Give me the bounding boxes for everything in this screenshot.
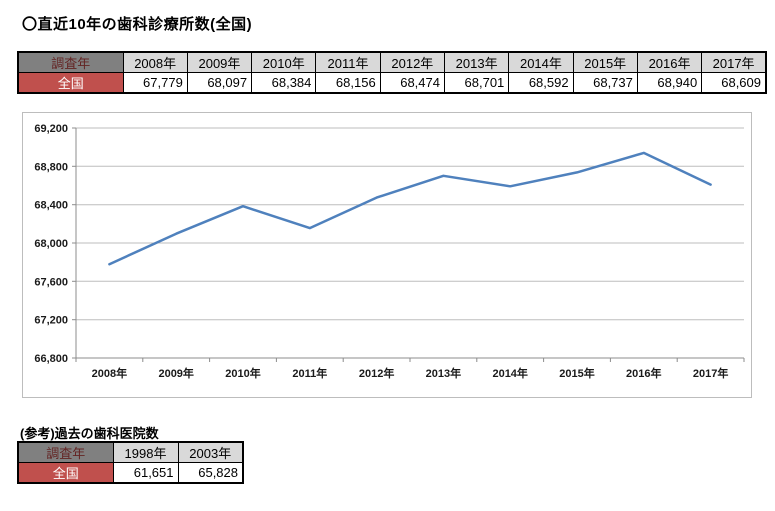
reference-label: (参考)過去の歯科医院数 xyxy=(20,426,159,441)
value-cell: 65,828 xyxy=(177,462,244,484)
reference-table-header-row: 調査年 1998年 2003年 xyxy=(17,441,244,463)
svg-text:2015年: 2015年 xyxy=(559,366,594,380)
year-header-cell: 2011年 xyxy=(315,51,381,73)
value-cell: 68,701 xyxy=(443,72,510,94)
value-cell: 68,384 xyxy=(251,72,317,94)
main-table-header-row: 調査年 2008年 2009年 2010年 2011年 2012年 2013年 2014年 20… xyxy=(17,51,767,73)
value-cell: 68,609 xyxy=(701,72,767,94)
chart-panel: 66,800 67,200 67,600 68,000 68,400 68,800 69,2… xyxy=(22,112,752,398)
year-header-cell: 2016年 xyxy=(636,51,703,73)
svg-text:69,200: 69,200 xyxy=(34,123,68,135)
year-header-cell: 2012年 xyxy=(379,51,445,73)
reference-table: 調査年 1998年 2003年 全国 61,651 65,828 xyxy=(17,441,244,484)
year-header-cell: 2014年 xyxy=(508,51,574,73)
value-cell: 68,474 xyxy=(379,72,445,94)
value-cell: 61,651 xyxy=(112,462,179,484)
page-title: 〇直近10年の歯科診療所数(全国) xyxy=(22,16,253,33)
main-table: 調査年 2008年 2009年 2010年 2011年 2012年 2013年 2014年 20… xyxy=(17,51,767,94)
value-cell: 68,097 xyxy=(186,72,253,94)
survey-year-label-cell: 調査年 xyxy=(17,51,124,73)
row-label-cell: 全国 xyxy=(17,72,124,94)
svg-text:68,000: 68,000 xyxy=(34,238,68,250)
svg-text:67,600: 67,600 xyxy=(34,276,68,288)
survey-year-label-cell: 調査年 xyxy=(17,441,114,463)
year-header-cell: 2015年 xyxy=(572,51,638,73)
value-cell: 67,779 xyxy=(122,72,188,94)
year-header-cell: 2009年 xyxy=(186,51,253,73)
year-header-cell: 2010年 xyxy=(251,51,317,73)
year-header-cell: 2003年 xyxy=(177,441,244,463)
svg-text:2014年: 2014年 xyxy=(492,366,527,380)
svg-text:2008年: 2008年 xyxy=(92,366,127,380)
value-cell: 68,592 xyxy=(508,72,574,94)
svg-text:2009年: 2009年 xyxy=(158,366,193,380)
main-table-data-row: 全国 67,779 68,097 68,384 68,156 68,474 68,701 68… xyxy=(17,72,767,94)
year-header-cell: 2017年 xyxy=(701,51,767,73)
line-chart: 66,800 67,200 67,600 68,000 68,400 68,800 69,2… xyxy=(34,123,745,380)
value-cell: 68,156 xyxy=(315,72,381,94)
svg-text:66,800: 66,800 xyxy=(34,353,68,365)
svg-text:2017年: 2017年 xyxy=(693,366,728,380)
value-cell: 68,737 xyxy=(572,72,638,94)
svg-text:2012年: 2012年 xyxy=(359,366,394,380)
year-header-cell: 1998年 xyxy=(112,441,179,463)
reference-table-data-row: 全国 61,651 65,828 xyxy=(17,462,244,484)
svg-text:67,200: 67,200 xyxy=(34,315,68,327)
year-header-cell: 2013年 xyxy=(443,51,510,73)
year-header-cell: 2008年 xyxy=(122,51,188,73)
svg-text:2011年: 2011年 xyxy=(292,366,327,380)
value-cell: 68,940 xyxy=(636,72,703,94)
svg-text:2010年: 2010年 xyxy=(225,366,260,380)
svg-text:68,800: 68,800 xyxy=(34,161,68,173)
svg-text:68,400: 68,400 xyxy=(34,200,68,212)
row-label-cell: 全国 xyxy=(17,462,114,484)
svg-text:2013年: 2013年 xyxy=(426,366,461,380)
svg-text:2016年: 2016年 xyxy=(626,366,661,380)
